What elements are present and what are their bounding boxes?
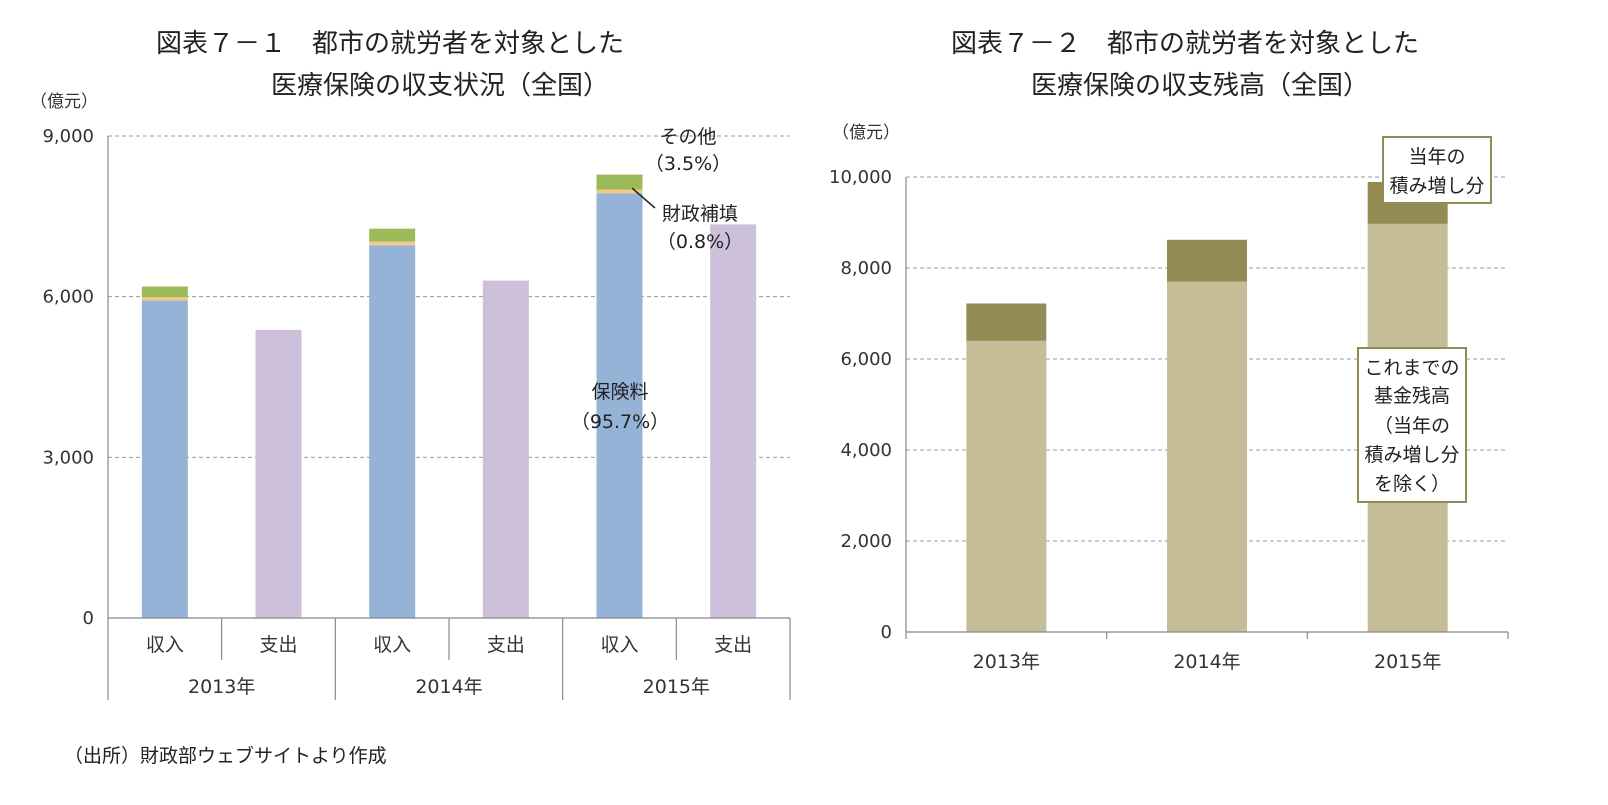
category-label: 2015年 (1374, 651, 1441, 673)
category-label: 2013年 (973, 651, 1040, 673)
addition-bar-segment (966, 303, 1047, 341)
annotation-premium-pct: （95.7%） (571, 411, 669, 433)
group-label: 2013年 (188, 676, 255, 698)
group-label: 2014年 (415, 676, 482, 698)
category-label: 支出 (487, 634, 525, 656)
category-label: 2014年 (1173, 651, 1240, 673)
y-tick-label: 3,000 (42, 447, 94, 468)
y-tick-label: 8,000 (840, 258, 892, 279)
callout-fund-balance-line2: 基金残高 (1374, 385, 1450, 407)
y-tick-label: 0 (83, 608, 94, 629)
fiscal-bar-segment (596, 189, 643, 194)
annotation-premium-label: 保険料 (591, 381, 648, 403)
balance-bar-segment (1167, 281, 1247, 632)
chart-2-category-labels: 2013年 2014年 2015年 (973, 651, 1442, 673)
category-label: 支出 (259, 634, 297, 656)
chart-1-gridlines (108, 135, 790, 458)
chart-2-title-line2: 医療保険の収支残高（全国） (1031, 71, 1369, 101)
y-tick-label: 2,000 (840, 531, 892, 552)
chart-1-axes (107, 136, 791, 700)
premium-bar-segment (596, 193, 643, 618)
chart-1-y-ticks: 0 3,000 6,000 9,000 (42, 126, 94, 629)
chart-1-title-line1: 図表７－１ 都市の就労者を対象とした (156, 29, 624, 59)
chart-1-bars (141, 174, 757, 618)
group-label: 2015年 (643, 676, 710, 698)
chart-2-axes (905, 177, 1509, 639)
callout-yearly-addition-box (1382, 136, 1492, 204)
y-tick-label: 6,000 (840, 349, 892, 370)
annotation-fiscal-pct: （0.8%） (657, 231, 743, 253)
callout-fund-balance-line1: これまでの (1364, 357, 1459, 379)
category-label: 収入 (373, 634, 411, 656)
expense-bar-segment (255, 329, 302, 618)
addition-bar-segment (1167, 239, 1247, 282)
callout-fund-balance: これまでの 基金残高 （当年の 積み増し分 を除く） (1357, 347, 1467, 503)
other-bar-segment (596, 174, 643, 190)
callout-fund-balance-line5: を除く） (1374, 473, 1450, 495)
source-note: （出所）財政部ウェブサイトより作成 (64, 744, 387, 767)
chart-2: 図表７－２ 都市の就労者を対象とした 医療保険の収支残高（全国） （億元） 0 2… (829, 29, 1509, 673)
annotation-fiscal-leader (631, 187, 656, 209)
other-bar-segment (141, 286, 188, 298)
annotation-other-label: その他 (659, 126, 716, 148)
annotation-other-pct: （3.5%） (645, 153, 731, 175)
y-tick-label: 4,000 (840, 440, 892, 461)
expense-bar-segment (710, 224, 757, 618)
callout-fund-balance-line4: 積み増し分 (1364, 444, 1459, 466)
balance-bar-segment (966, 340, 1047, 632)
callout-yearly-addition-line1: 当年の (1408, 146, 1465, 168)
category-label: 支出 (714, 634, 752, 656)
fiscal-bar-segment (369, 241, 416, 246)
other-bar-segment (369, 228, 416, 242)
annotation-fiscal-label: 財政補填 (662, 203, 738, 225)
callout-yearly-addition-line2: 積み増し分 (1389, 175, 1484, 197)
callout-fund-balance-box (1357, 347, 1467, 503)
chart-1: 図表７－１ 都市の就労者を対象とした 医療保険の収支状況（全国） （億元） 0 3… (30, 29, 791, 700)
expense-bar-segment (482, 280, 529, 618)
chart-2-title-line1: 図表７－２ 都市の就労者を対象とした (951, 29, 1419, 59)
callout-fund-balance-line3: （当年の (1374, 415, 1450, 437)
y-tick-label: 0 (881, 622, 892, 643)
chart-1-unit-label: （億元） (30, 92, 98, 112)
chart-2-y-ticks: 0 2,000 4,000 6,000 8,000 10,000 (829, 167, 892, 643)
premium-bar-segment (369, 245, 416, 618)
category-label: 収入 (600, 634, 638, 656)
y-tick-label: 9,000 (42, 126, 94, 147)
fiscal-bar-segment (141, 297, 188, 301)
callout-yearly-addition: 当年の 積み増し分 (1382, 136, 1492, 204)
chart-1-title-line2: 医療保険の収支状況（全国） (271, 71, 609, 101)
chart-2-unit-label: （億元） (832, 123, 900, 143)
category-label: 収入 (146, 634, 184, 656)
y-tick-label: 10,000 (829, 167, 892, 188)
y-tick-label: 6,000 (42, 287, 94, 308)
premium-bar-segment (141, 300, 188, 618)
